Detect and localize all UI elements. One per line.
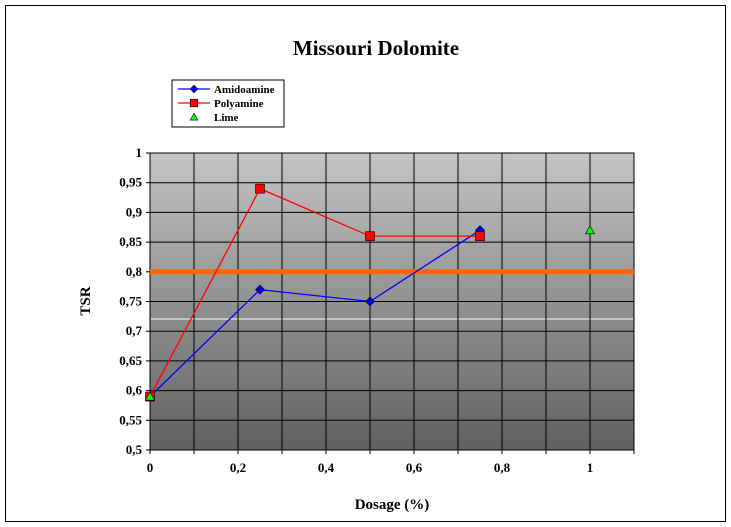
x-tick-label: 1 <box>587 460 594 475</box>
y-tick-label: 0,75 <box>119 294 142 309</box>
x-tick-label: 0 <box>147 460 154 475</box>
y-tick-label: 0,65 <box>119 353 142 368</box>
y-tick-label: 0,5 <box>126 442 143 457</box>
legend-marker-amidoamine <box>189 84 199 94</box>
y-axis: 0,5 0,55 0,6 0,65 0,7 0,75 0,8 0,85 0,9 0,95 1 <box>119 145 150 457</box>
data-point-polyamine <box>255 183 265 194</box>
legend-items: Amidoamine Polyamine Lime <box>178 84 275 124</box>
series-lime <box>144 225 596 401</box>
grid <box>150 152 634 451</box>
y-tick-label: 0,95 <box>119 175 142 190</box>
data-point-amidoamine <box>365 296 375 307</box>
x-tick-label: 0,6 <box>406 460 423 475</box>
x-tick-label: 0,4 <box>318 460 335 475</box>
y-tick-label: 1 <box>136 145 143 160</box>
legend-item-lime: Lime <box>189 112 239 124</box>
y-axis-title: TSR <box>78 286 94 315</box>
legend-label-lime: Lime <box>214 112 239 124</box>
y-tick-label: 0,85 <box>119 234 142 249</box>
x-axis: 0 0,2 0,4 0,6 0,8 1 <box>147 450 635 475</box>
data-point-lime <box>584 225 596 235</box>
y-tick-label: 0,8 <box>126 264 143 279</box>
data-point-lime <box>144 391 156 401</box>
series-line-amidoamine <box>149 229 481 398</box>
legend: Amidoamine Polyamine Lime <box>171 79 285 128</box>
legend-marker-lime <box>189 112 199 121</box>
data-point-polyamine <box>475 231 485 241</box>
x-tick-label: 0,2 <box>230 460 246 475</box>
chart-title: Missouri Dolomite <box>293 36 459 60</box>
data-point-amidoamine <box>255 284 265 295</box>
x-tick-label: 0,8 <box>494 460 511 475</box>
legend-label-amidoamine: Amidoamine <box>214 84 275 96</box>
legend-item-amidoamine: Amidoamine <box>178 84 275 96</box>
x-axis-title: Dosage (%) <box>355 497 430 513</box>
y-tick-label: 0,6 <box>126 383 143 398</box>
legend-item-polyamine: Polyamine <box>178 98 264 110</box>
y-tick-label: 0,9 <box>126 204 143 219</box>
series-amidoamine <box>145 225 485 402</box>
legend-marker-polyamine <box>189 98 199 108</box>
y-tick-label: 0,7 <box>126 323 143 338</box>
data-point-polyamine <box>365 231 375 241</box>
y-tick-label: 0,55 <box>119 412 142 427</box>
series-layer <box>144 183 596 402</box>
series-line-polyamine <box>149 187 480 397</box>
legend-label-polyamine: Polyamine <box>214 98 264 110</box>
